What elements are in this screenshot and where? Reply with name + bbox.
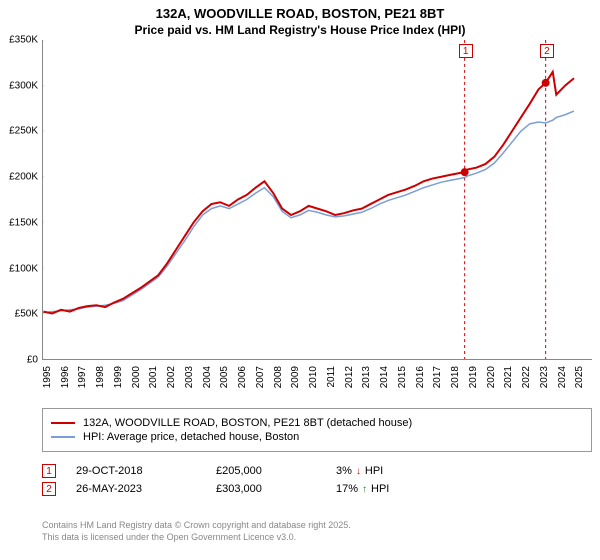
footer-line-2: This data is licensed under the Open Gov… [42,532,592,544]
title-line-2: Price paid vs. HM Land Registry's House … [0,23,600,39]
x-tick-label: 2025 [574,366,585,388]
sale-diff-pct: 17% [336,483,358,495]
x-tick-label: 2009 [290,366,301,388]
y-tick-label: £300K [9,80,38,91]
legend-swatch [51,422,75,424]
sale-marker-badge: 2 [42,482,56,496]
plot-area: 12 [42,40,592,360]
legend-label: 132A, WOODVILLE ROAD, BOSTON, PE21 8BT (… [83,417,412,429]
y-tick-label: £150K [9,217,38,228]
x-tick-label: 2015 [397,366,408,388]
y-tick-label: £250K [9,126,38,137]
legend-item: HPI: Average price, detached house, Bost… [51,431,583,443]
x-tick-label: 2002 [166,366,177,388]
x-tick-label: 1999 [113,366,124,388]
legend-swatch [51,436,75,438]
footer-line-1: Contains HM Land Registry data © Crown c… [42,520,592,532]
x-tick-label: 1997 [77,366,88,388]
x-tick-label: 2007 [255,366,266,388]
sale-diff-hpi-label: HPI [365,465,383,477]
y-tick-label: £100K [9,263,38,274]
plot-svg [43,40,592,359]
sale-diff-arrow-icon: ↑ [362,484,367,495]
x-axis-labels: 1995 1996 1997 1998 1999 2000 2001 2002 2003 2004… [42,362,592,402]
chart-title: 132A, WOODVILLE ROAD, BOSTON, PE21 8BT P… [0,0,600,38]
x-tick-label: 2004 [202,366,213,388]
sale-marker-label-2: 2 [540,44,554,58]
sale-price: £205,000 [216,465,336,477]
sale-point-1 [461,168,469,176]
x-tick-label: 2023 [539,366,550,388]
x-tick-label: 2008 [273,366,284,388]
sale-diff-hpi-label: HPI [371,483,389,495]
sale-date: 29-OCT-2018 [76,465,216,477]
x-tick-label: 1998 [95,366,106,388]
x-tick-label: 2016 [415,366,426,388]
title-line-1: 132A, WOODVILLE ROAD, BOSTON, PE21 8BT [0,6,600,23]
legend-label: HPI: Average price, detached house, Bost… [83,431,299,443]
x-tick-label: 2005 [219,366,230,388]
x-tick-label: 1995 [42,366,53,388]
series-hpi [43,111,574,312]
footer-attribution: Contains HM Land Registry data © Crown c… [42,520,592,543]
x-tick-label: 2010 [308,366,319,388]
sale-diff: 17% ↑ HPI [336,483,389,495]
y-tick-label: £350K [9,35,38,46]
x-tick-label: 2001 [148,366,159,388]
y-tick-label: £200K [9,172,38,183]
x-tick-label: 2011 [326,366,337,388]
x-tick-label: 1996 [60,366,71,388]
sale-diff-pct: 3% [336,465,352,477]
x-tick-label: 2018 [450,366,461,388]
sale-diff-arrow-icon: ↓ [356,466,361,477]
x-tick-label: 2024 [557,366,568,388]
sale-date: 26-MAY-2023 [76,483,216,495]
sale-marker-badge: 1 [42,464,56,478]
x-tick-label: 2021 [503,366,514,388]
series-price_paid [43,72,574,314]
x-tick-label: 2020 [486,366,497,388]
sales-table: 1 29-OCT-2018£205,0003% ↓ HPI 2 26-MAY-2023£3… [42,460,592,500]
x-tick-label: 2012 [344,366,355,388]
legend-item: 132A, WOODVILLE ROAD, BOSTON, PE21 8BT (… [51,417,583,429]
legend: 132A, WOODVILLE ROAD, BOSTON, PE21 8BT (… [42,408,592,452]
x-tick-label: 2022 [521,366,532,388]
y-tick-label: £50K [15,309,38,320]
x-tick-label: 2006 [237,366,248,388]
x-tick-label: 2003 [184,366,195,388]
x-tick-label: 2014 [379,366,390,388]
x-tick-label: 2019 [468,366,479,388]
chart-area: £0£50K£100K£150K£200K£250K£300K£350K 12 … [0,40,600,400]
x-tick-label: 2013 [361,366,372,388]
sale-point-2 [542,79,550,87]
sale-row: 2 26-MAY-2023£303,00017% ↑ HPI [42,482,592,496]
sale-diff: 3% ↓ HPI [336,465,383,477]
chart-container: 132A, WOODVILLE ROAD, BOSTON, PE21 8BT P… [0,0,600,560]
x-tick-label: 2000 [131,366,142,388]
y-axis-labels: £0£50K£100K£150K£200K£250K£300K£350K [0,40,40,360]
x-tick-label: 2017 [432,366,443,388]
sale-marker-label-1: 1 [459,44,473,58]
sale-row: 1 29-OCT-2018£205,0003% ↓ HPI [42,464,592,478]
sale-price: £303,000 [216,483,336,495]
y-tick-label: £0 [27,355,38,366]
